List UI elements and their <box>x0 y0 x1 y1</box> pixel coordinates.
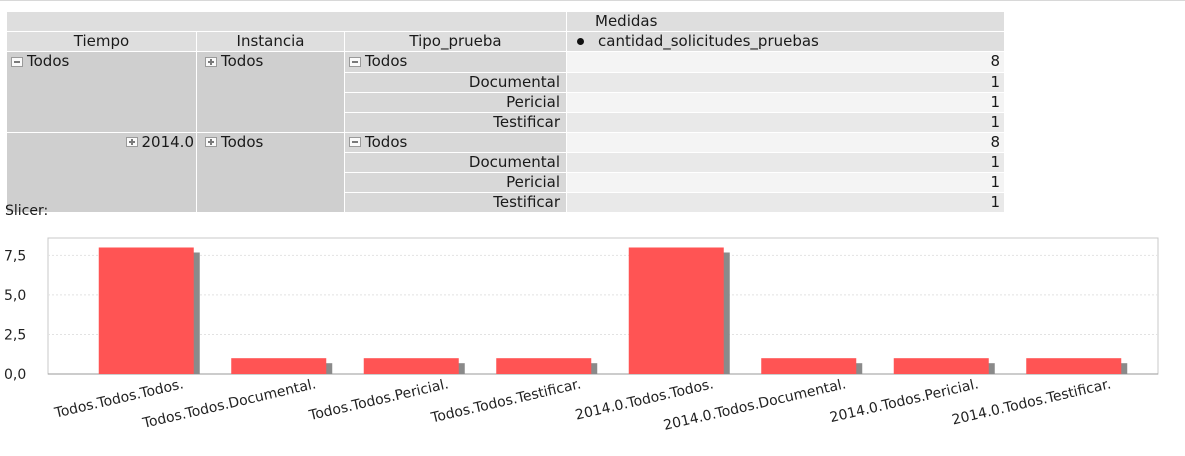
measure-name: cantidad_solicitudes_pruebas <box>598 32 819 51</box>
tipo-cell: Todos <box>344 131 567 153</box>
measure-value: 1 <box>566 172 1005 193</box>
y-tick-label: 2,5 <box>4 327 26 343</box>
tipo-member[interactable]: Documental <box>344 152 567 173</box>
tiempo-member-label: 2014.0 <box>141 132 195 151</box>
instancia-cell: Todos <box>196 51 345 133</box>
bullet-icon <box>577 38 584 45</box>
y-tick-label: 0,0 <box>4 367 26 383</box>
tipo-member[interactable]: Pericial <box>344 91 567 113</box>
measure-value: 1 <box>566 71 1005 93</box>
expand-icon[interactable] <box>205 137 217 147</box>
tipo-member[interactable]: Testificar <box>344 111 567 133</box>
measure-value: 8 <box>566 131 1005 153</box>
measure-value: 1 <box>566 91 1005 113</box>
expand-icon[interactable] <box>125 137 138 147</box>
collapse-icon[interactable] <box>349 56 361 67</box>
bar <box>893 358 989 374</box>
instancia-header[interactable]: Instancia <box>196 31 345 52</box>
tiempo-header[interactable]: Tiempo <box>6 31 197 52</box>
measure-value: 1 <box>566 192 1005 213</box>
bar <box>761 358 857 374</box>
measure-value: 1 <box>566 111 1005 133</box>
tipo-member[interactable]: Testificar <box>344 192 567 213</box>
bar <box>1026 358 1122 374</box>
collapse-icon[interactable] <box>11 56 23 67</box>
tipo-member-label: Todos <box>365 132 408 151</box>
tipo-prueba-header[interactable]: Tipo_prueba <box>344 31 567 52</box>
tiempo-member[interactable]: 2014.0 <box>125 132 195 152</box>
x-tick-label: Todos.Todos.Pericial. <box>307 376 450 424</box>
y-tick-label: 7,5 <box>4 248 26 264</box>
pivot-table: Medidas Tiempo Instancia Tipo_prueba cantida… <box>6 11 1005 213</box>
tipo-member[interactable]: Todos <box>349 133 407 152</box>
tipo-member[interactable]: Documental <box>344 71 567 93</box>
tiempo-cell: 2014.0 <box>6 131 197 213</box>
tipo-member-label: Todos <box>365 52 408 70</box>
bar <box>231 358 327 374</box>
instancia-member-label: Todos <box>221 52 264 70</box>
pivot-corner <box>6 11 567 32</box>
y-tick-label: 5,0 <box>4 288 26 304</box>
instancia-cell: Todos <box>196 131 345 213</box>
table-row: Testificar 1 <box>7 192 1005 213</box>
tiempo-member[interactable]: Todos <box>11 52 69 71</box>
bar <box>628 247 724 374</box>
table-row: 2014.0 Todos Todos 8 <box>6 131 1005 213</box>
table-row: Testificar 1 <box>7 111 1005 133</box>
expand-icon[interactable] <box>205 56 217 67</box>
x-tick-label: Todos.Todos.Testificar. <box>429 376 583 426</box>
measures-header[interactable]: Medidas <box>566 11 1005 32</box>
plot-area <box>47 237 1159 375</box>
table-row: Pericial 1 <box>7 172 1005 193</box>
pivot-header-row-2: Tiempo Instancia Tipo_prueba cantidad_solic… <box>6 31 1005 52</box>
collapse-icon[interactable] <box>349 137 361 147</box>
bar <box>496 358 592 374</box>
table-row: Documental 1 <box>7 71 1005 93</box>
table-row: Documental 1 <box>7 152 1005 173</box>
tipo-cell: Todos <box>344 51 567 73</box>
slicer-label: Slicer: <box>5 203 49 219</box>
top-border <box>0 0 1185 1</box>
instancia-member-label: Todos <box>221 132 264 151</box>
instancia-member[interactable]: Todos <box>205 52 263 71</box>
pivot-header-row-1: Medidas <box>6 11 1005 32</box>
table-row: Pericial 1 <box>7 91 1005 113</box>
tiempo-member-label: Todos <box>27 52 70 70</box>
measure-column-header[interactable]: cantidad_solicitudes_pruebas <box>566 31 1005 52</box>
tipo-member[interactable]: Todos <box>349 52 407 71</box>
bar <box>98 247 194 374</box>
instancia-member[interactable]: Todos <box>205 133 263 152</box>
bar <box>363 358 459 374</box>
